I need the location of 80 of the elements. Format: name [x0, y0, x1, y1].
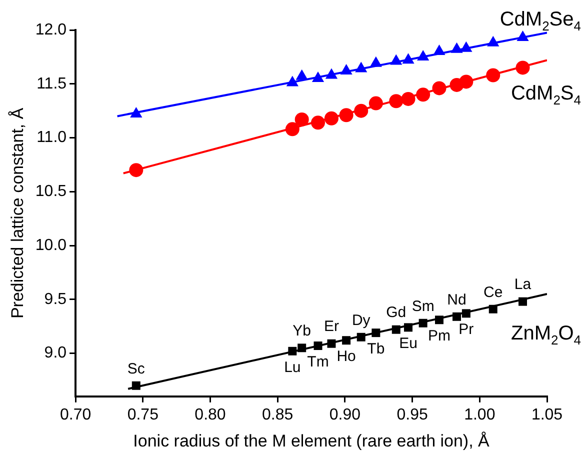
point	[296, 69, 308, 80]
y-tick-label: 11.0	[36, 129, 67, 146]
annotation: Tb	[367, 340, 385, 358]
point	[390, 54, 402, 65]
point	[518, 297, 527, 306]
annotation: Sm	[412, 298, 434, 315]
point	[432, 81, 446, 96]
point	[340, 64, 352, 74]
annotation: Eu	[399, 335, 418, 352]
point	[339, 108, 354, 122]
annotation: Nd	[447, 291, 466, 308]
point	[401, 92, 416, 106]
x-tick-label: 0.85	[262, 406, 294, 424]
point	[392, 325, 400, 334]
x-tick-label: 1.05	[531, 406, 563, 424]
point	[325, 68, 338, 79]
annotation: Pr	[458, 321, 474, 338]
x-tick-label: 0.75	[127, 406, 159, 424]
point	[460, 41, 472, 52]
point	[370, 56, 382, 67]
point	[462, 309, 470, 318]
annotation: Ho	[336, 348, 356, 366]
y-tick-label: 10.0	[35, 236, 67, 254]
point	[417, 50, 430, 60]
annotation: Pm	[428, 328, 450, 345]
point	[487, 36, 500, 46]
x-tick-label: 0.80	[194, 406, 226, 424]
annotation: Ce	[484, 284, 503, 301]
y-tick-label: 12.0	[35, 21, 67, 38]
point	[312, 71, 324, 82]
point	[314, 342, 322, 350]
point	[450, 42, 463, 53]
x-tick-label: 0.90	[329, 406, 361, 424]
point	[294, 112, 309, 126]
point	[404, 323, 412, 332]
x-tick-label: 0.70	[60, 406, 92, 424]
point	[327, 339, 336, 348]
point	[286, 76, 298, 86]
annotation: Yb	[292, 322, 312, 340]
y-tick-label: 11.5	[36, 75, 67, 92]
point	[356, 332, 366, 342]
point	[434, 316, 444, 324]
y-tick-label: 9.0	[44, 344, 67, 362]
point	[355, 62, 368, 72]
y-tick-label: 9.5	[44, 290, 67, 308]
annotation: Gd	[386, 304, 406, 322]
point	[389, 94, 404, 108]
point	[368, 96, 383, 110]
y-tick-label: 10.5	[35, 183, 67, 200]
point	[311, 116, 326, 130]
point	[129, 163, 144, 178]
point	[488, 304, 498, 314]
annotation: Sc	[127, 360, 146, 378]
annotation: Lu	[284, 358, 301, 376]
x-axis-title: Ionic radius of the M element (rare earth ion), Å	[133, 431, 490, 450]
point	[418, 318, 428, 328]
point	[324, 111, 338, 126]
point	[372, 328, 380, 338]
point	[459, 74, 474, 89]
point	[354, 104, 368, 118]
point	[342, 336, 351, 345]
annotation: Dy	[352, 312, 371, 329]
point	[402, 53, 414, 64]
point	[288, 346, 297, 356]
point	[416, 88, 430, 102]
point	[433, 44, 446, 56]
point	[298, 344, 306, 352]
point	[132, 381, 140, 390]
point	[486, 68, 500, 82]
x-tick-label: 0.95	[396, 406, 428, 424]
point	[516, 60, 530, 75]
annotation: La	[514, 276, 532, 294]
y-axis-title: Predicted lattice constant, Å	[8, 107, 27, 319]
point	[452, 312, 461, 321]
point	[130, 107, 142, 118]
annotation: Tm	[307, 353, 329, 370]
annotation: Er	[324, 318, 339, 336]
x-tick-label: 1.00	[464, 406, 496, 424]
point	[516, 30, 529, 42]
point	[285, 122, 300, 136]
